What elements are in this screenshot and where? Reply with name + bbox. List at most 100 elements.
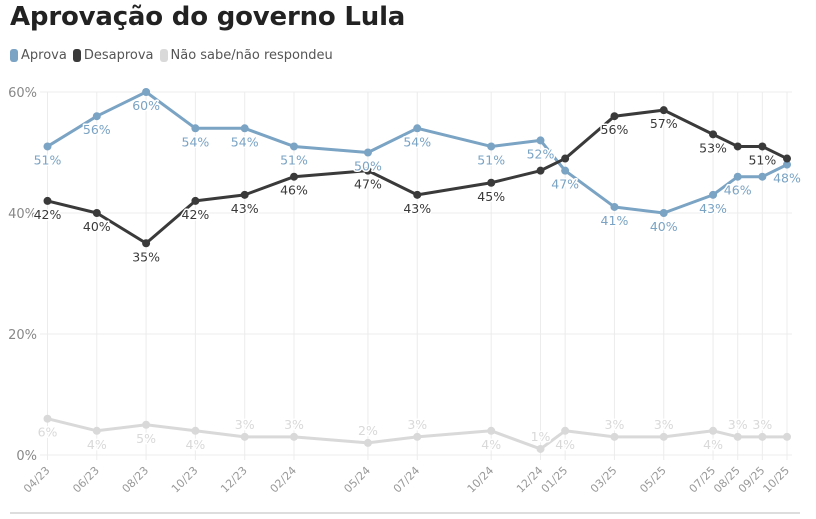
series-desaprova [43,106,791,248]
data-point [413,190,422,199]
data-point [413,432,422,441]
data-point [240,190,249,199]
x-tick-label: 12/23 [218,464,250,496]
legend-item-nao-sabe[interactable]: Não sabe/não respondeu [159,48,333,63]
data-label: 3% [605,417,625,432]
data-label: 54% [182,134,210,149]
legend-label-desaprova: Desaprova [83,48,154,63]
x-tick-label: 07/24 [391,464,423,496]
x-tick-label: 03/25 [588,464,620,496]
grid [40,91,792,460]
x-axis: 04/23 06/23 08/23 10/23 12/23 02/24 05/24 07/24… [21,464,792,496]
data-label: 42% [182,207,210,222]
data-point [610,432,619,441]
data-label: 43% [699,201,727,216]
data-label: 51% [477,152,505,167]
data-point [659,106,668,115]
x-tick-label: 10/24 [465,464,497,496]
data-label: 5% [136,431,156,446]
data-point [709,190,718,199]
x-tick-label: 06/23 [70,464,102,496]
data-label: 3% [728,417,748,432]
x-tick-label: 10/23 [169,464,201,496]
data-label: 48% [773,171,801,186]
data-point [290,432,298,441]
data-point [142,239,151,248]
data-point [783,160,791,169]
legend: Aprova Desaprova Não sabe/não respondeu [10,48,333,63]
data-label: 4% [185,437,205,452]
data-label: 6% [38,425,58,440]
x-tick-label: 04/23 [21,464,53,496]
data-label: 47% [354,177,382,192]
data-point [659,432,668,441]
data-label: 46% [724,183,752,198]
data-label: 4% [555,437,575,452]
data-label: 46% [280,183,308,198]
data-label: 3% [284,417,304,432]
data-label: 4% [87,437,107,452]
data-point [191,196,200,205]
series-aprova [43,88,791,217]
legend-label-aprova: Aprova [21,48,67,63]
series-n-o-sabe-n-o-respondeu [43,414,791,453]
data-point [290,142,298,151]
data-point [363,438,372,447]
data-point [191,426,200,435]
data-point [659,209,668,217]
data-point [733,142,742,151]
x-tick-label: 02/24 [268,464,300,496]
data-point [610,202,619,211]
data-label: 51% [34,152,62,167]
data-point [43,414,52,423]
data-labels: 6% 4% 5% 4% 3% 3% 2% 3% 4% 1% 4% 3% 3% 4% 3% 3% 51% 56% 60… [32,97,802,454]
data-point [610,112,619,121]
data-point [733,172,742,181]
legend-swatch-nao-sabe [159,49,168,62]
data-point [758,432,767,441]
data-label: 56% [601,122,629,137]
data-label: 43% [403,201,431,216]
x-tick-label: 01/25 [539,464,571,496]
data-label: 56% [83,122,111,137]
y-tick-label: 60% [8,86,37,101]
legend-item-aprova[interactable]: Aprova [10,48,67,63]
data-label: 42% [34,207,62,222]
data-point [783,432,791,441]
y-tick-label: 0% [16,449,37,464]
data-label: 60% [132,98,160,113]
data-point [783,154,791,163]
data-label: 53% [699,140,727,155]
data-point [363,166,372,175]
data-point [92,112,101,121]
data-label: 54% [403,134,431,149]
data-point [191,124,200,133]
data-label: 3% [654,417,674,432]
data-point [536,166,545,175]
legend-swatch-aprova [10,49,18,62]
x-tick-label: 05/24 [341,464,373,496]
legend-swatch-desaprova [72,49,81,62]
data-point [92,209,101,217]
data-label: 57% [650,116,678,131]
data-label: 41% [601,213,629,228]
data-point [240,124,249,133]
data-point [758,142,767,151]
data-label: 47% [551,177,579,192]
data-label: 4% [481,437,501,452]
x-tick-label: 12/24 [514,464,546,496]
data-point [43,196,52,205]
data-point [487,142,496,151]
data-point [561,154,570,163]
legend-label-nao-sabe: Não sabe/não respondeu [170,48,333,63]
data-point [561,166,570,175]
data-point [733,432,742,441]
data-point [758,172,767,181]
legend-item-desaprova[interactable]: Desaprova [72,48,154,63]
y-axis: 0% 20% 40% 60% [8,86,37,464]
bottom-divider [10,512,800,514]
data-label: 45% [477,189,505,204]
data-point [487,426,496,435]
data-point [561,426,570,435]
